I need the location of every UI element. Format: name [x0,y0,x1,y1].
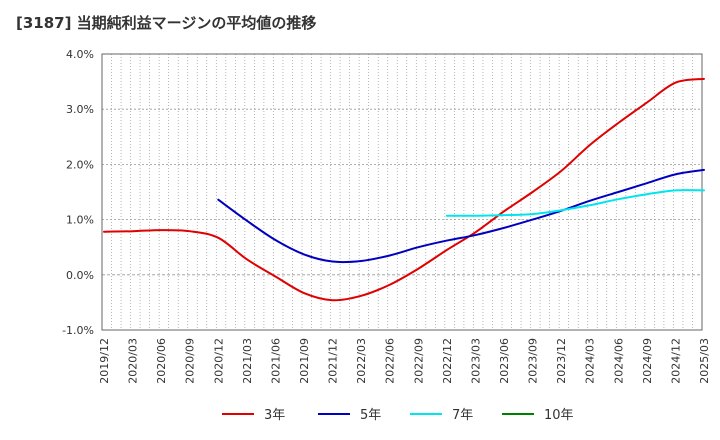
chart-title: [3187] 当期純利益マージンの平均値の推移 [16,14,317,32]
x-tick-label: 2021/12 [327,338,340,384]
x-tick-label: 2020/12 [212,338,225,384]
x-tick-label: 2025/03 [698,338,711,384]
x-tick-label: 2020/09 [184,338,197,384]
x-tick-label: 2023/09 [527,338,540,384]
x-tick-label: 2019/12 [98,338,111,384]
legend-label: 7年 [452,408,473,423]
y-tick-label: 3.0% [66,103,94,116]
x-tick-label: 2022/03 [355,338,368,384]
x-tick-label: 2021/09 [298,338,311,384]
series-line-5年 [217,168,705,264]
x-tick-label: 2023/03 [469,338,482,384]
series-line-3年 [103,77,705,302]
y-tick-label: 2.0% [66,158,94,171]
y-tick-label: 4.0% [66,48,94,61]
x-tick-label: 2023/12 [555,338,568,384]
x-tick-label: 2022/06 [384,338,397,384]
x-tick-label: 2022/09 [412,338,425,384]
plot-border [101,53,703,331]
y-tick-label: -1.0% [62,324,94,337]
x-tick-label: 2020/06 [155,338,168,384]
x-tick-label: 2021/06 [269,338,282,384]
x-tick-label: 2022/12 [441,338,454,384]
legend-label: 10年 [544,408,574,423]
x-tick-label: 2024/12 [669,338,682,384]
x-tick-label: 2020/03 [127,338,140,384]
x-tick-label: 2024/09 [641,338,654,384]
series-line-7年 [445,189,705,217]
plot-area [102,54,702,330]
x-tick-label: 2023/06 [498,338,511,384]
legend-label: 5年 [360,408,381,423]
y-tick-label: 1.0% [66,214,94,227]
x-tick-label: 2021/03 [241,338,254,384]
y-tick-label: 0.0% [66,269,94,282]
x-tick-label: 2024/06 [612,338,625,384]
legend-label: 3年 [264,408,285,423]
x-tick-label: 2024/03 [584,338,597,384]
